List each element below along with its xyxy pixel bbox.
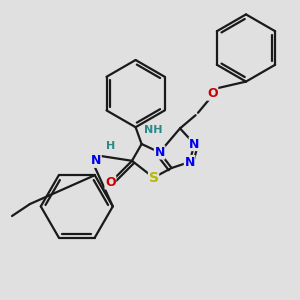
Text: N: N <box>184 155 195 169</box>
Text: N: N <box>189 137 200 151</box>
Text: N: N <box>91 154 101 167</box>
Text: S: S <box>148 171 159 184</box>
Text: NH: NH <box>144 124 163 135</box>
Text: N: N <box>154 146 165 159</box>
Text: H: H <box>106 141 115 152</box>
Text: O: O <box>207 87 218 100</box>
Text: O: O <box>105 176 116 189</box>
